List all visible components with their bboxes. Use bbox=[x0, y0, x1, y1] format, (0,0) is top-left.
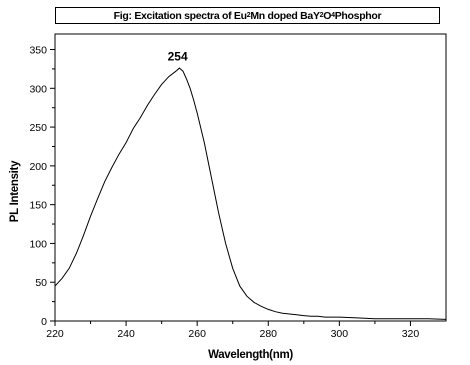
x-tick-label: 300 bbox=[331, 328, 349, 340]
x-tick-label: 320 bbox=[402, 328, 420, 340]
peak-annotation: 254 bbox=[168, 49, 188, 63]
x-tick-label: 280 bbox=[260, 328, 278, 340]
y-tick-label: 300 bbox=[29, 83, 47, 95]
y-tick-label: 350 bbox=[29, 45, 47, 57]
y-tick-label: 200 bbox=[29, 161, 47, 173]
title-part: Phosphor bbox=[334, 9, 382, 22]
y-tick-label: 100 bbox=[29, 238, 47, 250]
plot-frame bbox=[54, 33, 447, 322]
title-part: Fig: Excitation spectra of Eu bbox=[113, 9, 247, 22]
x-tick-label: 260 bbox=[188, 328, 206, 340]
y-tick-label: 50 bbox=[35, 277, 47, 289]
y-axis-label: PL Intensity bbox=[9, 160, 21, 222]
x-tick-label: 240 bbox=[117, 328, 135, 340]
x-tick-label: 220 bbox=[46, 328, 64, 340]
x-axis-label: Wavelength(nm) bbox=[208, 349, 293, 361]
excitation-spectrum-line bbox=[54, 67, 447, 320]
title-part: Mn doped BaY bbox=[250, 9, 320, 22]
y-tick-label: 150 bbox=[29, 200, 47, 212]
y-tick-label: 250 bbox=[29, 122, 47, 134]
y-tick-label: 0 bbox=[41, 316, 47, 328]
title-part: O bbox=[323, 9, 332, 22]
chart-title: Fig: Excitation spectra of Eu 2 Mn doped B… bbox=[55, 7, 440, 24]
